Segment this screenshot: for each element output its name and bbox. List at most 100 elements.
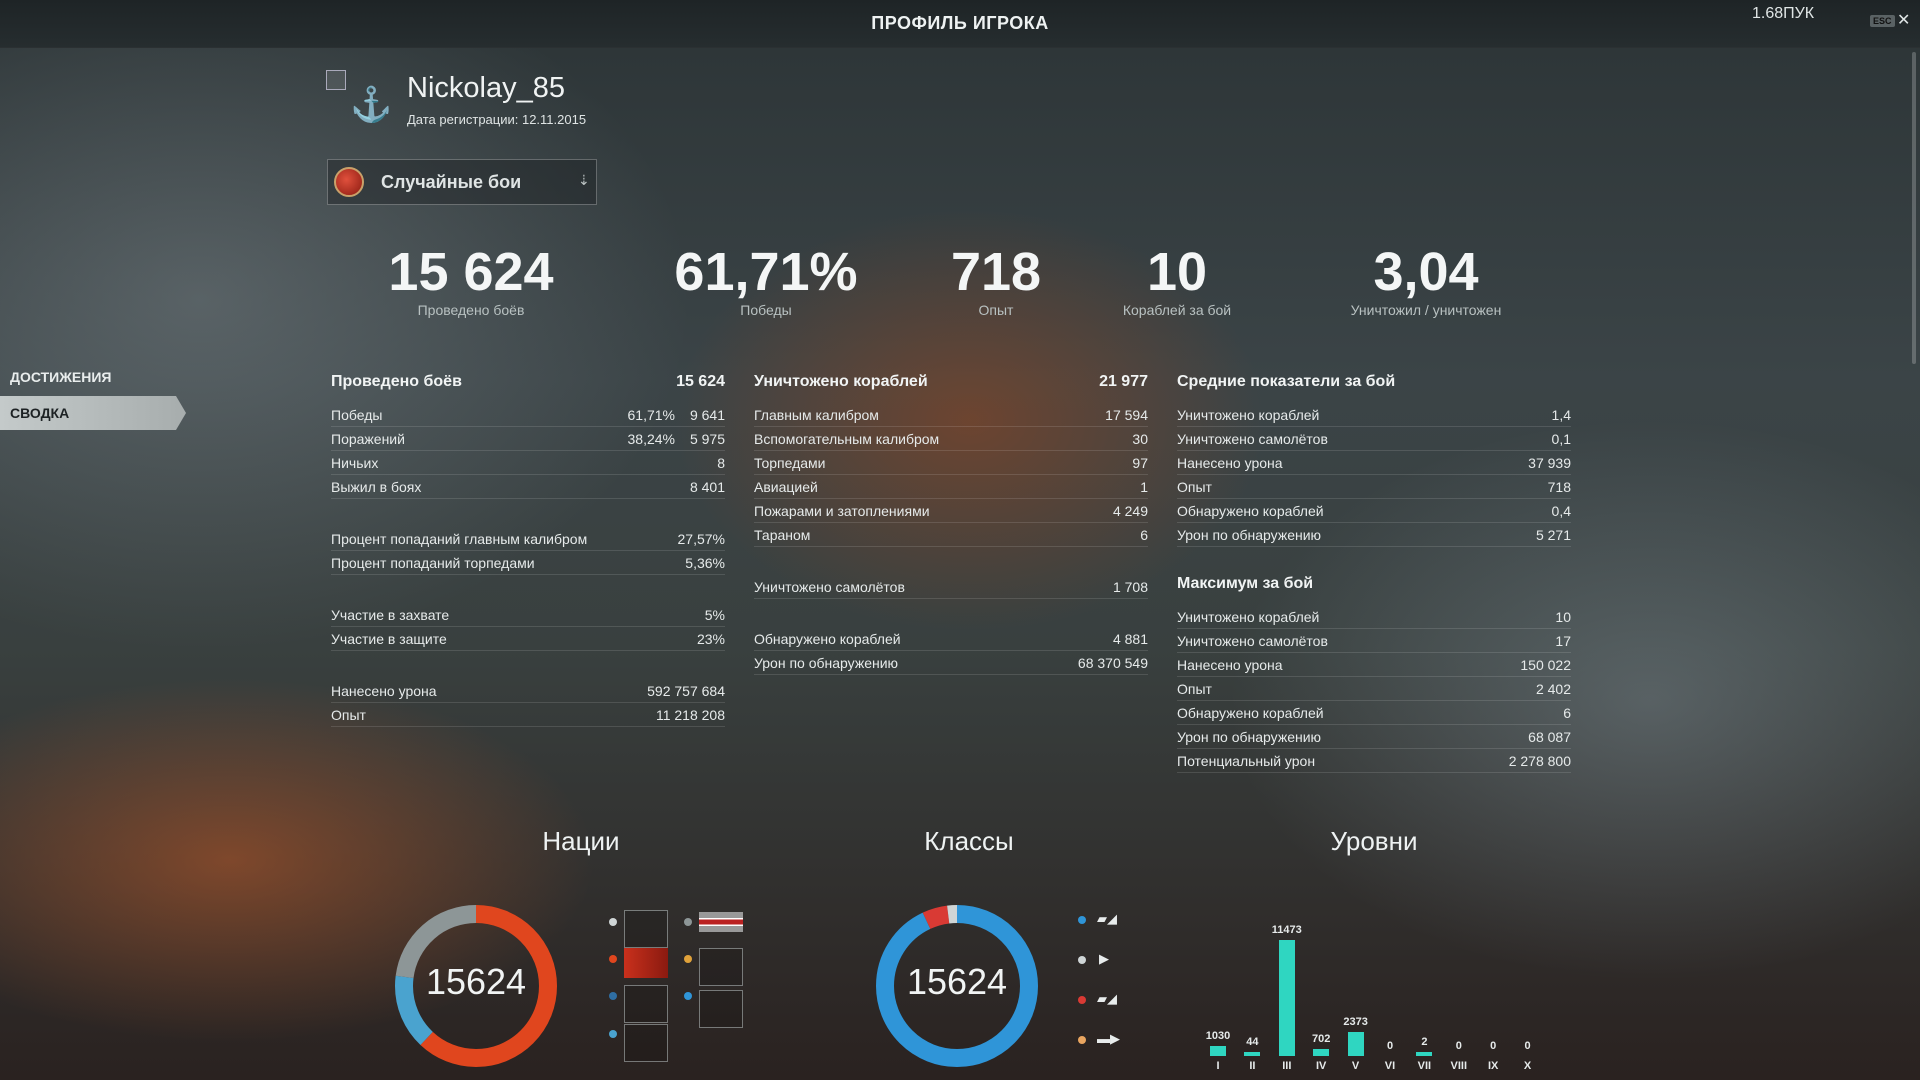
stat-value: 6 (1563, 705, 1571, 721)
ussr-flag-icon[interactable] (624, 948, 668, 978)
legend-dot (684, 955, 692, 963)
destroyer-class-icon[interactable]: ▰◢ (1097, 911, 1117, 926)
stat-row: Вспомогательным калибром 30 (754, 427, 1148, 451)
summary-xp: 718 Опыт (916, 242, 1076, 318)
summary-label: Победы (740, 302, 792, 318)
stat-value: 8 (717, 455, 725, 471)
tier-bar[interactable] (1278, 940, 1295, 1056)
nation-flag-icon[interactable] (624, 985, 668, 1023)
tier-axis-label: X (1523, 1060, 1532, 1072)
stat-label: Тараном (754, 527, 811, 543)
donut-slice[interactable] (876, 905, 1038, 1067)
stat-value: 37 939 (1528, 455, 1571, 471)
summary-value: 15 624 (388, 242, 554, 302)
stat-value: 11 218 208 (655, 707, 725, 723)
sidebar-item-summary[interactable]: СВОДКА (0, 396, 186, 430)
destroyed-total: 21 977 (1099, 373, 1148, 390)
battle-mode-dropdown[interactable]: Случайные бои ⇣ (327, 159, 597, 205)
stat-row: Процент попаданий торпедами 5,36% (331, 551, 725, 575)
stat-label: Нанесено урона (1177, 455, 1283, 471)
legend-dot (1078, 956, 1086, 964)
tier-bar[interactable] (1416, 1052, 1433, 1056)
nation-flag-icon[interactable] (624, 1024, 668, 1062)
carrier-class-icon[interactable]: ▬▶ (1097, 1031, 1120, 1046)
stat-row: Уничтожено самолётов 1 708 (754, 575, 1148, 599)
stat-row: Потенциальный урон 2 278 800 (1177, 749, 1571, 773)
stat-value: 1,4 (1551, 407, 1571, 423)
stat-row: Ничьих 8 (331, 451, 725, 475)
germany-flag-icon[interactable] (699, 912, 743, 932)
stat-label: Главным калибром (754, 407, 879, 423)
stat-label: Обнаружено кораблей (1177, 705, 1324, 721)
classes-donut[interactable]: 15624 (874, 903, 1040, 1069)
legend-dot (609, 992, 617, 1000)
stat-value: 718 (1547, 479, 1571, 495)
stat-value: 4 249 (1112, 503, 1148, 519)
stat-value: 6 (1140, 527, 1148, 543)
stat-label: Участие в защите (331, 631, 447, 647)
summary-kd-ratio: 3,04 Уничтожил / уничтожен (1326, 242, 1526, 318)
tier-axis-label: IX (1487, 1060, 1499, 1072)
stat-row: Нанесено урона 150 022 (1177, 653, 1571, 677)
legend-dot (1078, 1036, 1086, 1044)
esc-key-hint[interactable]: ESC (1870, 15, 1895, 27)
summary-ships-per-battle: 10 Кораблей за бой (1097, 242, 1257, 318)
stat-value: 2 402 (1535, 681, 1571, 697)
summary-label: Уничтожил / уничтожен (1350, 302, 1502, 318)
stat-label: Опыт (331, 707, 366, 723)
donut-slice[interactable] (395, 905, 557, 1067)
summary-label: Проведено боёв (417, 302, 525, 318)
tier-axis-label: VI (1384, 1060, 1396, 1072)
tier-bar[interactable] (1244, 1052, 1261, 1056)
battleship-class-icon[interactable]: ▰◢ (1097, 991, 1117, 1006)
tier-bar[interactable] (1210, 1045, 1226, 1056)
stat-label: Поражений (331, 431, 405, 447)
tier-bar[interactable] (1347, 1032, 1364, 1056)
stat-label: Опыт (1177, 479, 1212, 495)
scrollbar[interactable] (1912, 52, 1916, 364)
window-title: ПРОФИЛЬ ИГРОКА (871, 13, 1049, 33)
legend-dot (1078, 916, 1086, 924)
nation-flag-icon[interactable] (699, 948, 743, 986)
random-battles-icon (334, 167, 364, 197)
destroyed-column: Уничтожено кораблей 21 977 Главным калиб… (754, 373, 1148, 675)
tier-axis-label: V (1351, 1060, 1360, 1072)
stat-label: Урон по обнаружению (754, 655, 899, 671)
stat-label: Вспомогательным калибром (754, 431, 940, 447)
stat-row: Урон по обнаружению 68 087 (1177, 725, 1571, 749)
tier-bar[interactable] (1313, 1048, 1330, 1056)
battle-mode-label: Случайные бои (381, 172, 522, 192)
stat-value: 30 (1132, 431, 1148, 447)
stat-label: Уничтожено самолётов (754, 579, 905, 595)
nation-flag-icon[interactable] (624, 910, 668, 948)
legend-dot (1078, 996, 1086, 1004)
nations-donut[interactable]: 15624 (393, 903, 559, 1069)
legend-dot (609, 918, 617, 926)
player-name: Nickolay_85 (407, 72, 565, 104)
build-label: 1.68ПУК (1752, 5, 1815, 22)
stat-percent: 38,24% (627, 431, 675, 447)
stat-label: Пожарами и затоплениями (754, 503, 930, 519)
cruiser-class-icon[interactable]: ▶ (1099, 951, 1109, 966)
summary-value: 3,04 (1373, 242, 1479, 302)
tier-value-label: 44 (1246, 1036, 1259, 1048)
donut-slice[interactable] (395, 905, 557, 1067)
stat-value: 4 881 (1112, 631, 1148, 647)
legend-dot (684, 992, 692, 1000)
tier-value-label: 1030 (1205, 1029, 1231, 1042)
classes-title: Классы (924, 826, 1014, 856)
stat-value: 0,1 (1551, 431, 1571, 447)
averages-title: Средние показатели за бой (1177, 373, 1396, 390)
chevron-down-icon: ⇣ (578, 172, 590, 188)
close-icon[interactable]: ✕ (1897, 12, 1911, 29)
sidebar-item-achievements[interactable]: ДОСТИЖЕНИЯ (10, 369, 112, 385)
destroyed-title: Уничтожено кораблей (754, 373, 928, 390)
stat-value: 9 641 (689, 407, 725, 423)
stat-value: 1 (1140, 479, 1148, 495)
nation-flag-icon[interactable] (699, 990, 743, 1028)
summary-label: Опыт (978, 302, 1014, 318)
stat-row: Процент попаданий главным калибром 27,57% (331, 527, 725, 551)
avatar (326, 70, 346, 90)
stat-value: 23% (696, 631, 725, 647)
tier-axis-label: I (1216, 1060, 1220, 1072)
